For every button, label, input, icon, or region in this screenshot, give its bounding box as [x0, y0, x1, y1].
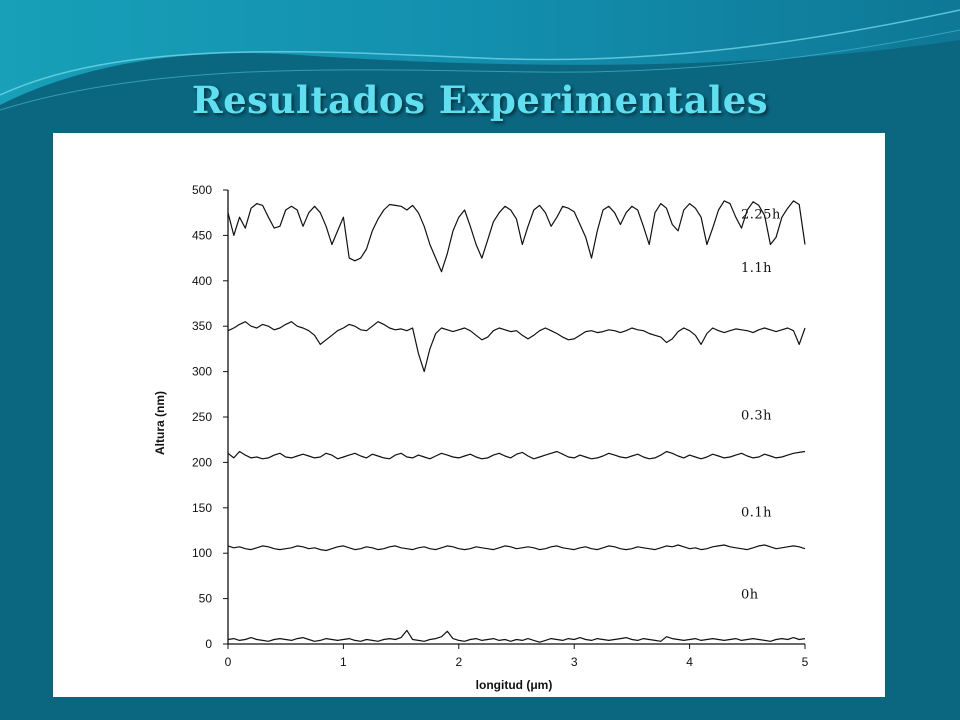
series-line-2-25h — [227, 200, 806, 273]
x-tick-label: 0 — [225, 655, 232, 669]
y-tick-label: 400 — [192, 274, 212, 288]
series-line-0h — [227, 629, 806, 643]
x-tick-label: 5 — [802, 655, 809, 669]
axes: 0 50 100 150 200 250 300 350 400 450 500 0 1 2 3 4 5 — [192, 183, 809, 669]
y-tick-label: 300 — [192, 365, 212, 379]
y-tick-label: 500 — [192, 183, 212, 197]
y-tick-label: 450 — [192, 228, 212, 242]
header-swoosh-decoration — [0, 0, 960, 111]
x-tick-label: 4 — [686, 655, 693, 669]
slide-title: Resultados Experimentales — [191, 78, 769, 122]
series-label: 2.25h — [741, 207, 781, 222]
series-label: 0h — [741, 588, 759, 603]
y-tick-label: 350 — [192, 319, 212, 333]
series-label: 0.1h — [741, 506, 772, 521]
y-axis-title: Altura (nm) — [153, 391, 167, 455]
x-tick-label: 2 — [455, 655, 462, 669]
y-tick-label: 250 — [192, 410, 212, 424]
series-line-0-3h — [227, 450, 806, 460]
x-tick-label: 3 — [571, 655, 578, 669]
series-line-1-1h — [227, 321, 806, 373]
series-line-0-1h — [227, 544, 806, 552]
x-tick-label: 1 — [340, 655, 347, 669]
y-tick-label: 100 — [192, 546, 212, 560]
y-tick-label: 200 — [192, 455, 212, 469]
series-labels: 2.25h 1.1h 0.3h 0.1h 0h — [741, 207, 781, 603]
y-tick-label: 50 — [199, 592, 213, 606]
series-label: 0.3h — [741, 409, 772, 424]
series-label: 1.1h — [741, 261, 772, 276]
x-axis-title: longitud (μm) — [476, 678, 553, 692]
y-tick-label: 150 — [192, 501, 212, 515]
line-chart: Altura (nm) longitud (μm) 05010015020025… — [153, 183, 809, 692]
series-lines — [227, 200, 806, 643]
chart-panel: Altura (nm) longitud (μm) 0 50 100 150 200 25… — [53, 133, 885, 697]
y-tick-label: 0 — [205, 637, 212, 651]
